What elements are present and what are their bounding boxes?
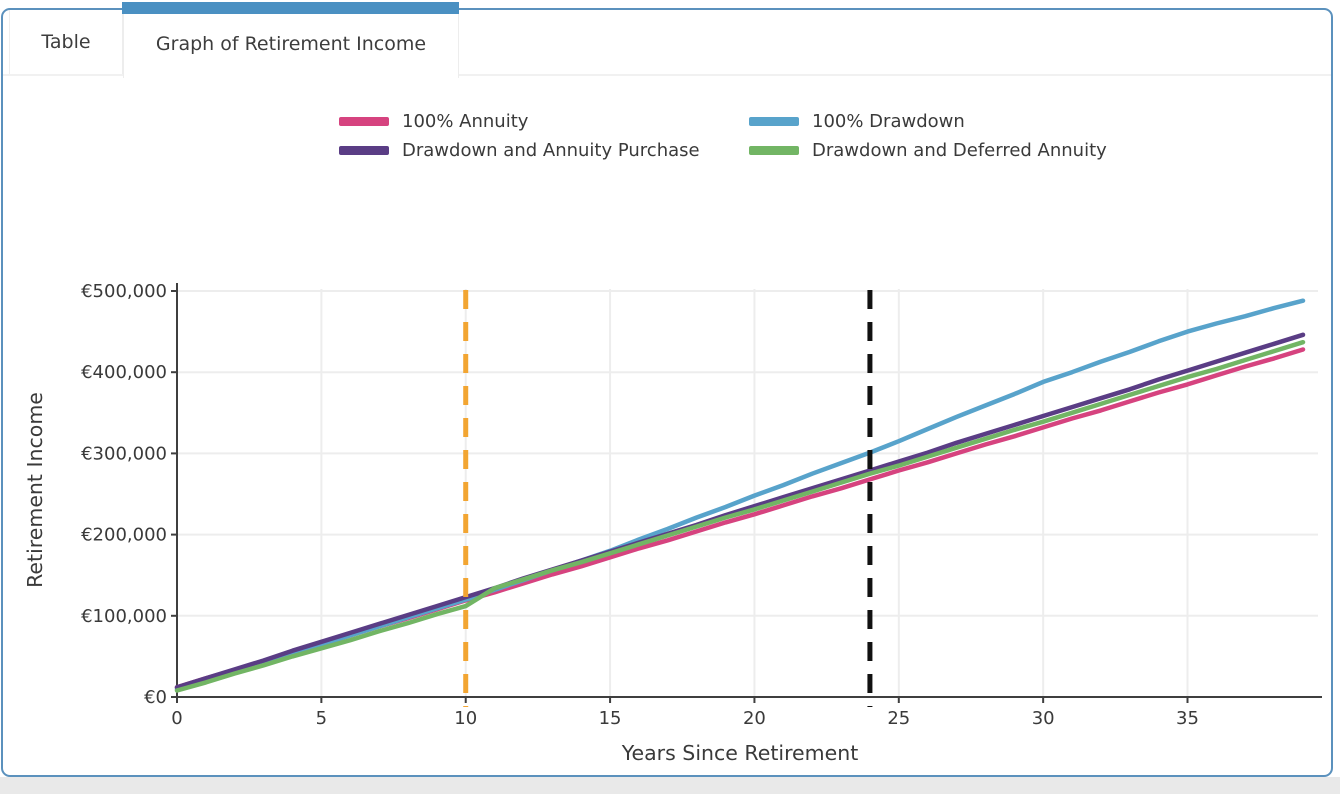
legend-item-100-drawdown[interactable]: 100% Drawdown: [749, 111, 1107, 132]
legend-label: Drawdown and Annuity Purchase: [402, 140, 700, 161]
x-axis-title: Years Since Retirement: [621, 741, 859, 765]
legend-label: 100% Drawdown: [812, 111, 965, 132]
legend-swatch: [749, 117, 799, 126]
x-tick-label: 20: [743, 708, 766, 729]
active-tab-indicator: [122, 2, 459, 14]
chart-legend: 100% Annuity 100% Drawdown Drawdown and An…: [339, 111, 1107, 161]
y-tick-label: €200,000: [81, 525, 167, 546]
y-tick-label: €500,000: [81, 281, 167, 302]
legend-item-drawdown-and-deferred-annuity[interactable]: Drawdown and Deferred Annuity: [749, 140, 1107, 161]
tab-table-label: Table: [41, 31, 91, 53]
legend-swatch: [339, 117, 389, 126]
page-background-strip: [0, 777, 1340, 794]
x-tick-label: 15: [599, 708, 622, 729]
x-tick-label: 10: [454, 708, 477, 729]
tab-graph-label: Graph of Retirement Income: [155, 33, 427, 55]
legend-label: 100% Annuity: [402, 111, 529, 132]
legend-item-100-annuity[interactable]: 100% Annuity: [339, 111, 749, 132]
tab-bar: Table Graph of Retirement Income: [3, 10, 1331, 78]
x-tick-label: 25: [887, 708, 910, 729]
x-tick-label: 35: [1176, 708, 1199, 729]
series-line-drawdown-and-annuity-purchase: [174, 332, 1306, 690]
legend-swatch: [749, 146, 799, 155]
legend-swatch: [339, 146, 389, 155]
x-tick-label: 0: [171, 708, 182, 729]
tab-graph-of-retirement-income[interactable]: Graph of Retirement Income: [123, 10, 459, 78]
y-tick-label: €0: [144, 687, 167, 708]
y-axis-title: Retirement Income: [23, 392, 47, 588]
legend-label: Drawdown and Deferred Annuity: [812, 140, 1107, 161]
content-panel: Table Graph of Retirement Income: [1, 8, 1333, 777]
series-line-100-drawdown: [174, 298, 1306, 692]
x-tick-label: 30: [1032, 708, 1055, 729]
y-tick-label: €400,000: [81, 362, 167, 383]
y-tick-label: €100,000: [81, 606, 167, 627]
legend-item-drawdown-and-annuity-purchase[interactable]: Drawdown and Annuity Purchase: [339, 140, 749, 161]
y-tick-label: €300,000: [81, 443, 167, 464]
tab-table[interactable]: Table: [9, 10, 123, 74]
series-line-drawdown-and-deferred-annuity: [174, 339, 1306, 693]
x-tick-label: 5: [316, 708, 327, 729]
